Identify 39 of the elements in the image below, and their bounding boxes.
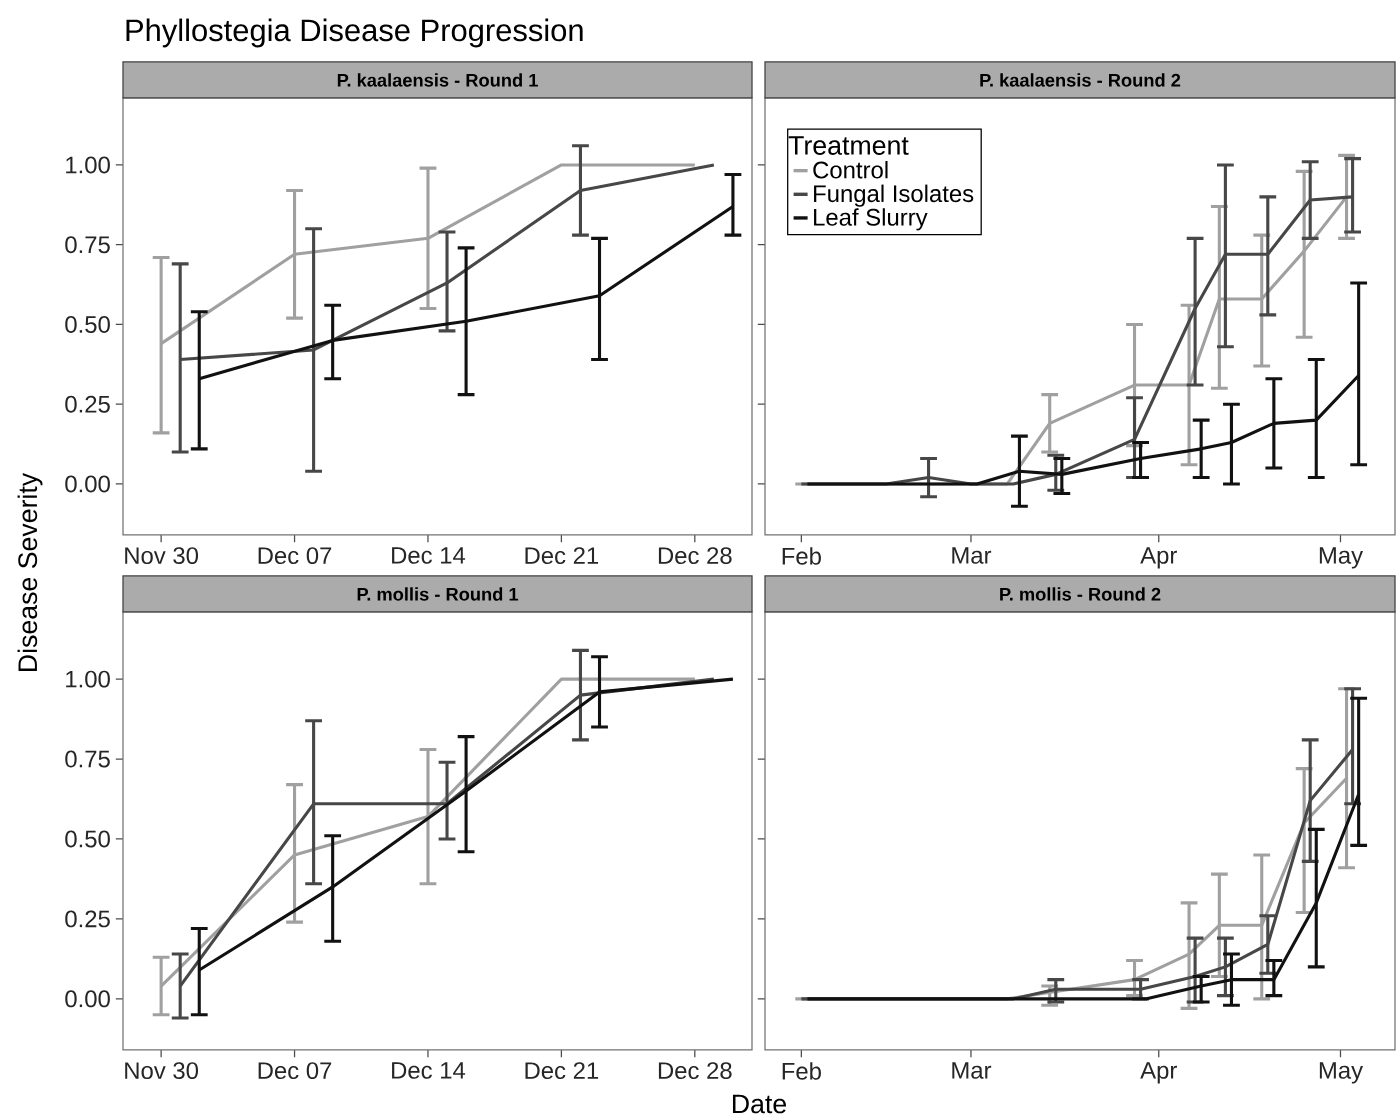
x-tick-label: Mar <box>952 547 992 564</box>
chart-title: Phyllostegia Disease Progression <box>126 18 583 48</box>
chart-subtitle: P. mollis - Round 2 <box>1000 587 1161 601</box>
x-tick-label: Feb <box>782 1062 821 1080</box>
y-tick-label: 0.50 <box>65 315 110 333</box>
x-tick-label: Feb <box>782 547 821 565</box>
x-tick-label: Dec 21 <box>525 1062 599 1080</box>
x-axis-title: Date <box>732 1094 787 1114</box>
legend-label: Fungal Isolates <box>814 184 974 207</box>
x-tick-label: Dec 07 <box>258 547 332 565</box>
x-tick-label: Mar <box>952 1062 992 1079</box>
x-tick-label: Dec 28 <box>658 547 732 565</box>
y-tick-label: 0.50 <box>65 830 110 848</box>
y-tick-label: 1.00 <box>66 670 110 688</box>
legend-label: Leaf Slurry <box>814 208 928 231</box>
x-tick-label: Nov 30 <box>125 1062 199 1080</box>
y-tick-label: 0.00 <box>65 990 110 1008</box>
chart-subtitle: P. kaalaensis - Round 2 <box>980 73 1181 87</box>
x-tick-label: Dec 21 <box>525 547 599 565</box>
x-tick-label: Apr <box>1140 547 1177 569</box>
legend-label: Control <box>813 160 888 179</box>
y-tick-label: 0.75 <box>65 236 110 254</box>
y-tick-label: 0.00 <box>65 475 110 493</box>
y-axis-title: Disease Severity <box>17 472 43 672</box>
x-tick-label: Apr <box>1140 1062 1177 1084</box>
x-tick-label: May <box>1319 1062 1364 1084</box>
chart-subtitle: P. kaalaensis - Round 1 <box>337 73 538 87</box>
y-tick-label: 0.25 <box>65 395 110 413</box>
y-tick-label: 0.25 <box>65 910 110 928</box>
chart-subtitle: P. mollis - Round 1 <box>357 587 519 601</box>
x-tick-label: Dec 14 <box>392 1062 466 1079</box>
legend-title: Treatment <box>788 136 909 155</box>
x-tick-label: Dec 14 <box>392 547 466 564</box>
x-tick-label: Dec 07 <box>258 1062 332 1080</box>
x-tick-label: Dec 28 <box>658 1062 732 1080</box>
y-tick-label: 0.75 <box>65 750 110 768</box>
y-tick-label: 1.00 <box>66 156 110 174</box>
x-tick-label: Nov 30 <box>125 547 199 565</box>
x-tick-label: May <box>1319 547 1364 569</box>
